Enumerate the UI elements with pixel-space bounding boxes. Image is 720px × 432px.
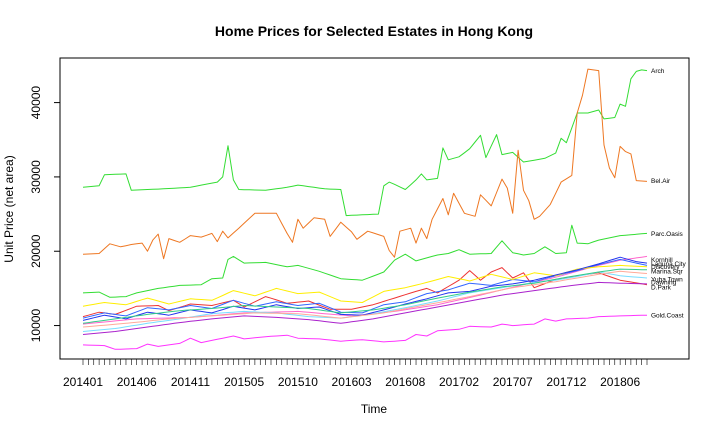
x-tick-label: 201505 — [224, 375, 264, 389]
y-axis-label: Unit Price (net area) — [2, 155, 16, 262]
series-lines — [82, 68, 648, 350]
series-line-kornhill — [82, 255, 648, 325]
series-line-arch — [82, 69, 648, 217]
x-tick-label: 201406 — [117, 375, 157, 389]
series-line-bel-air — [82, 68, 648, 260]
y-tick-label: 30000 — [29, 160, 43, 194]
series-line-parc-oasis — [82, 224, 648, 298]
end-label: D.Park — [651, 284, 672, 291]
end-label: Yuba.Town — [651, 277, 683, 284]
series-line-unnamed — [82, 268, 648, 324]
end-label: Parc.Oasis — [651, 231, 684, 238]
end-label: Arch — [651, 68, 665, 75]
chart-title: Home Prices for Selected Estates in Hong… — [215, 23, 533, 39]
series-line-discovery — [82, 258, 648, 319]
end-labels: Arch Bel.Air Parc.Oasis KornhillLaguna.City… — [651, 68, 686, 320]
x-tick-label: 201806 — [600, 375, 640, 389]
end-label: Bel.Air — [651, 178, 671, 185]
series-line-marina-sqr — [82, 264, 648, 307]
series-line-gold-coast — [82, 314, 648, 350]
y-tick-label: 10000 — [29, 309, 43, 343]
y-tick-label: 20000 — [29, 234, 43, 268]
x-axis-label: Time — [361, 402, 388, 416]
series-line-d-park — [82, 281, 648, 335]
x-tick-label: 201510 — [278, 375, 318, 389]
end-label: Dawning — [651, 280, 677, 287]
x-tick-label: 201603 — [332, 375, 372, 389]
y-tick-label: 40000 — [29, 86, 43, 120]
series-line-unnamed — [82, 256, 648, 321]
end-label: Laguna.City — [651, 261, 686, 268]
y-axis: 10000 20000 30000 40000 — [29, 86, 61, 343]
end-label: Gold.Coast — [651, 313, 684, 320]
end-label: Marina.Sqr — [651, 268, 684, 275]
x-tick-label: 201411 — [171, 375, 210, 389]
end-label: Discovery — [651, 264, 680, 271]
x-tick-label: 201702 — [439, 375, 479, 389]
x-tick-label: 201608 — [385, 375, 425, 389]
end-label: Kornhill — [651, 257, 673, 264]
series-line-unnamed — [82, 270, 648, 328]
x-axis: 201401 201406 201411 201505 201510 201603 2016… — [63, 358, 648, 389]
x-tick-label: 201401 — [63, 375, 103, 389]
x-tick-label: 201712 — [546, 375, 586, 389]
x-tick-label: 201707 — [493, 375, 533, 389]
